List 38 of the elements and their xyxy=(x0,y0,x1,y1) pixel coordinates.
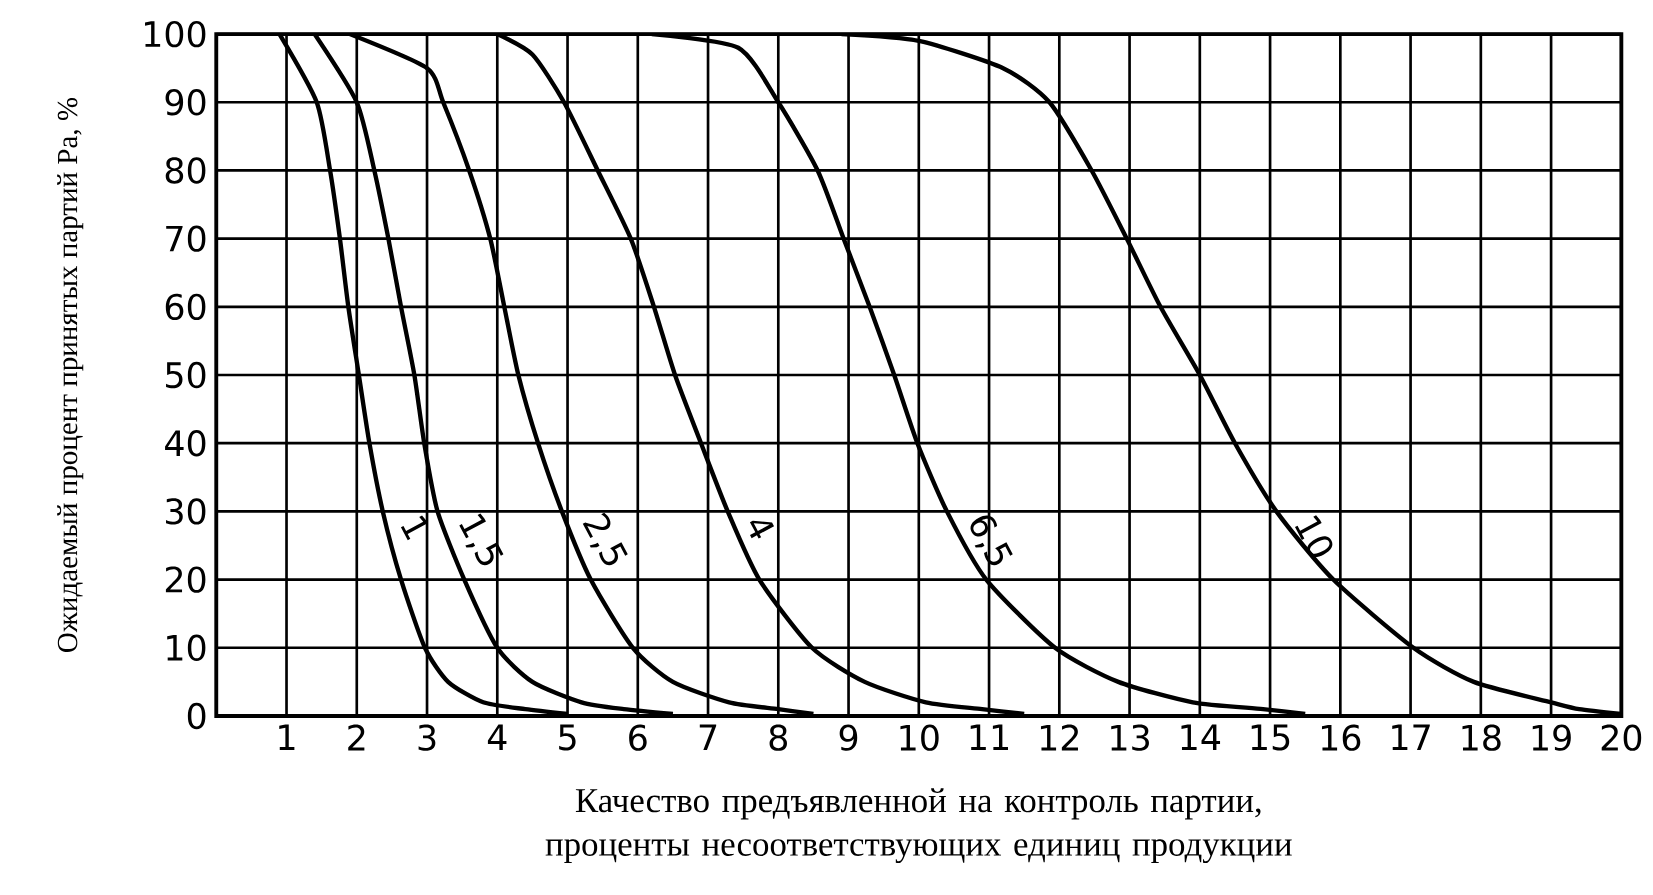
y-tick-label: 90 xyxy=(165,89,206,116)
y-tick-label: 30 xyxy=(166,498,206,525)
x-tick-label: 4 xyxy=(487,724,507,750)
x-tick-label: 8 xyxy=(769,724,787,751)
x-tick-label: 19 xyxy=(1532,724,1571,751)
x-tick-label: 14 xyxy=(1181,724,1221,750)
y-tick-label: 40 xyxy=(165,430,206,457)
y-tick-label: 70 xyxy=(166,225,206,252)
text: 1,5 xyxy=(459,513,504,566)
text: 6,5 xyxy=(970,515,1013,566)
x-tick-label: 2 xyxy=(348,724,365,751)
text: 1 xyxy=(400,515,428,541)
x-tick-label: 20 xyxy=(1601,724,1642,751)
y-tick-label: 10 xyxy=(167,634,206,661)
x-tick-label: 11 xyxy=(970,724,1008,750)
x-tick-label: 17 xyxy=(1392,724,1430,750)
y-tick-label: 80 xyxy=(165,157,206,184)
x-tick-label: 9 xyxy=(839,724,858,751)
x-tick-label: 7 xyxy=(699,724,717,750)
text: 2,5 xyxy=(582,512,628,566)
y-tick-label: 60 xyxy=(165,293,206,320)
x-tick-label: 13 xyxy=(1111,724,1149,751)
text: 4 xyxy=(749,520,775,539)
x-tick-label: 10 xyxy=(900,724,939,751)
x-tick-label: 16 xyxy=(1321,724,1361,751)
x-tick-label: 12 xyxy=(1040,724,1078,751)
x-tick-label: 15 xyxy=(1251,724,1290,751)
y-tick-label: 20 xyxy=(165,566,206,593)
x-tick-label: 3 xyxy=(418,724,436,751)
x-axis-title: Качество предъявленной на контроль партии, проценты несоответствующих единиц продукции xyxy=(545,788,1292,864)
x-tick-label: 6 xyxy=(629,724,647,751)
x-tick-label: 18 xyxy=(1462,724,1501,751)
y-tick-label: 100 xyxy=(145,20,206,48)
y-tick-label: 50 xyxy=(166,361,206,389)
y-axis-title: Ожидаемый процент принятых партий Pa, % xyxy=(57,97,84,652)
x-tick-label: 1 xyxy=(279,724,295,750)
y-tick-label: 0 xyxy=(187,702,206,730)
x-tick-label: 5 xyxy=(559,724,576,751)
